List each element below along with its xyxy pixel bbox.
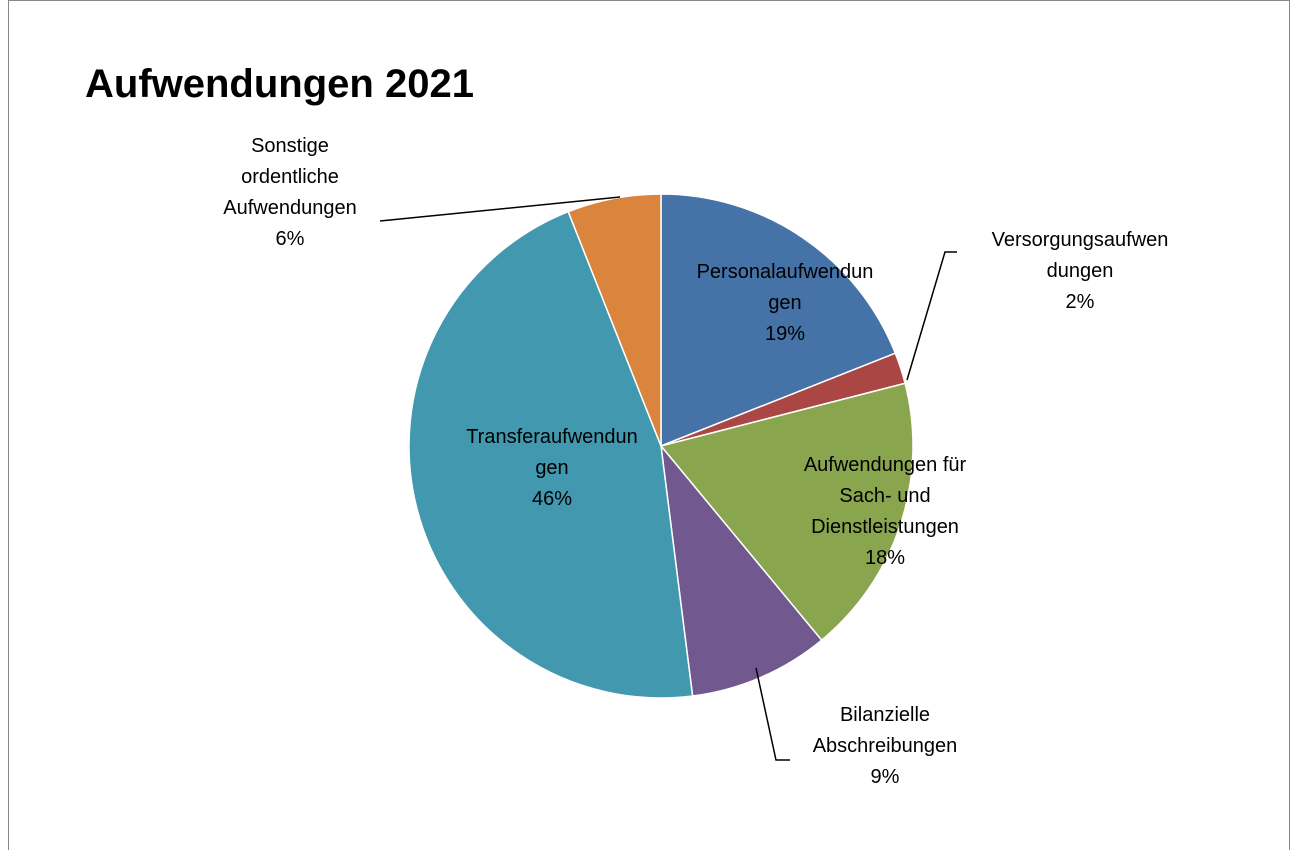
slice-label: Bilanzielle Abschreibungen (813, 704, 958, 757)
slice-value-label: 46% (532, 488, 572, 510)
leader-line (379, 196, 621, 222)
slice-label: Versorgungsaufwen dungen (992, 229, 1169, 282)
slice-value-label: 18% (865, 547, 905, 569)
leader-line (906, 251, 957, 381)
slice-value-label: 6% (276, 228, 305, 250)
slice-value-label: 19% (765, 323, 805, 345)
slice-label: Aufwendungen für Sach- und Dienstleistunge… (804, 454, 967, 538)
leader-line (755, 667, 790, 761)
slice-label: Personalaufwendun gen (697, 261, 874, 314)
slice-label: Sonstige ordentliche Aufwendungen (223, 135, 356, 219)
pie-slice (659, 382, 914, 642)
pie-slice (408, 210, 694, 699)
chart-frame (8, 0, 1290, 850)
slice-value-label: 2% (1066, 291, 1095, 313)
chart-title: Aufwendungen 2021 (85, 62, 474, 106)
slice-value-label: 9% (871, 766, 900, 788)
pie-slice (660, 193, 897, 448)
pie-slice (659, 443, 823, 697)
slice-label: Transferaufwendun gen (466, 426, 638, 479)
pie-slice (567, 193, 662, 447)
